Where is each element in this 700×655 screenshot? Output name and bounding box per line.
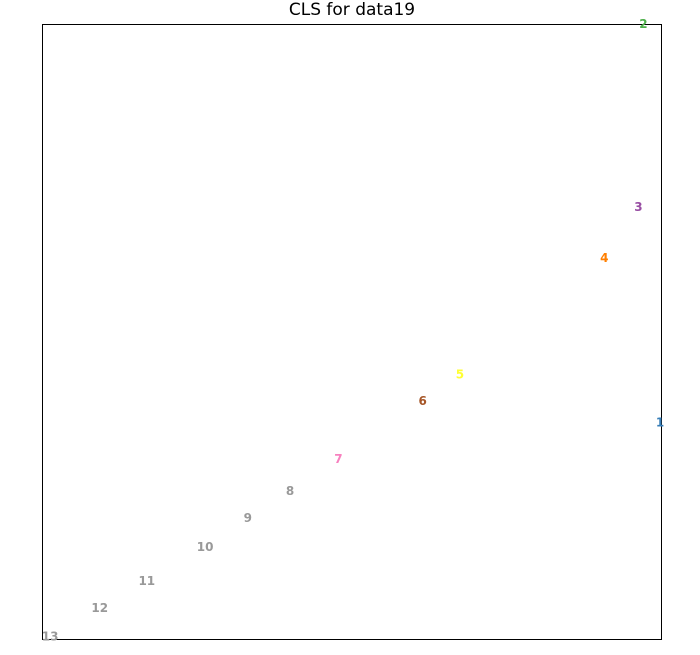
point-label-11: 11 <box>138 574 155 588</box>
chart-title: CLS for data19 <box>288 0 416 20</box>
point-label-5: 5 <box>456 368 464 382</box>
point-label-10: 10 <box>197 540 214 554</box>
point-label-6: 6 <box>419 394 427 408</box>
point-label-8: 8 <box>286 484 294 498</box>
point-label-2: 2 <box>639 17 647 31</box>
point-label-9: 9 <box>244 511 252 525</box>
point-label-7: 7 <box>334 452 342 466</box>
point-label-12: 12 <box>91 601 108 615</box>
point-label-4: 4 <box>600 251 608 265</box>
point-label-13: 13 <box>42 629 59 643</box>
point-label-3: 3 <box>634 200 642 214</box>
plot-area-frame <box>42 24 662 640</box>
point-label-1: 1 <box>656 416 664 430</box>
